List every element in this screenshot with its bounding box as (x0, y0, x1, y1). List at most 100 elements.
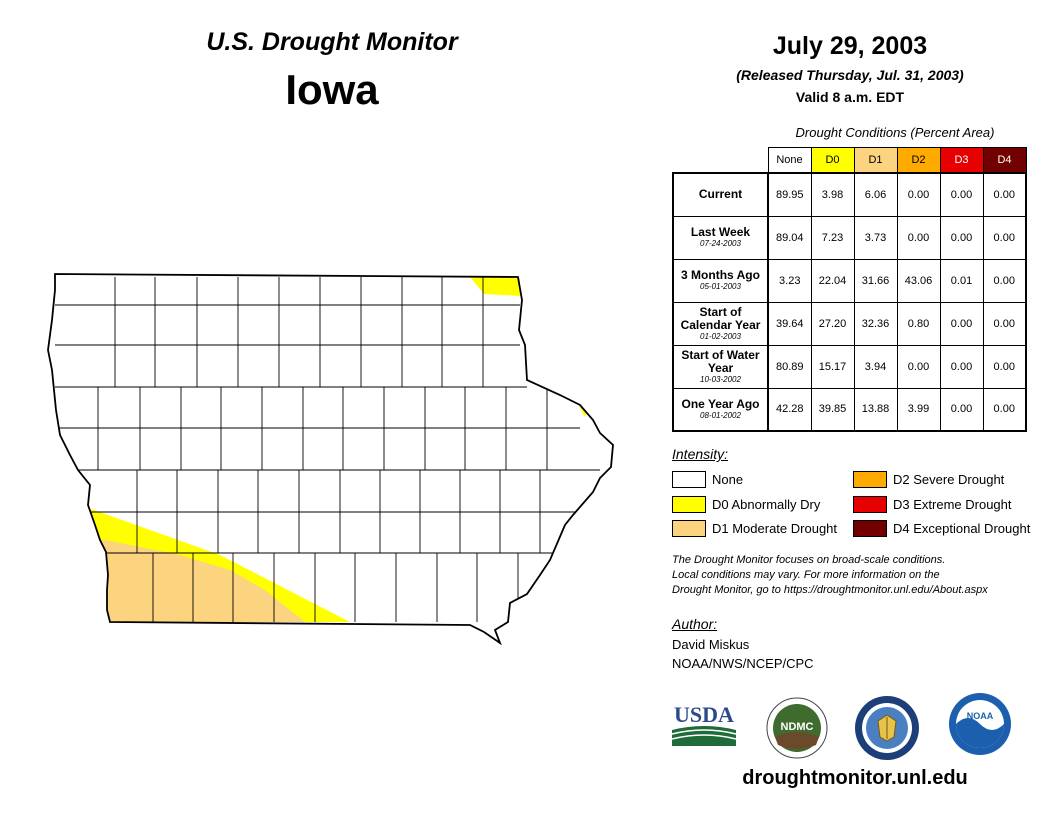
table-cell: 3.99 (896, 387, 941, 432)
table-cell: 31.66 (853, 258, 898, 303)
table-cell: 32.36 (853, 301, 898, 346)
table-row: One Year Ago 08-01-2002 42.28 39.85 13.88… (672, 387, 1027, 432)
table-cell: 0.01 (939, 258, 984, 303)
table-cell: 0.00 (896, 215, 941, 260)
legend-label: D2 Severe Drought (893, 472, 1005, 487)
legend-item-none: None (672, 471, 743, 488)
table-cell: 80.89 (767, 344, 812, 389)
table-cell: 89.95 (767, 172, 812, 217)
table-cell: 0.00 (939, 172, 984, 217)
note-line: The Drought Monitor focuses on broad-sca… (672, 554, 946, 566)
iowa-outline (47, 273, 614, 646)
legend-label: D3 Extreme Drought (893, 497, 1012, 512)
ndmc-logo-text: NDMC (781, 721, 814, 733)
table-cell: 42.28 (767, 387, 812, 432)
table-cell: 0.00 (982, 172, 1027, 217)
legend-swatch (853, 471, 887, 488)
table-cell: 3.94 (853, 344, 898, 389)
legend-swatch (672, 471, 706, 488)
noaa-logo: NOAA (949, 693, 1011, 755)
table-cell: 39.64 (767, 301, 812, 346)
row-label: Start of Water Year 10-03-2002 (672, 344, 769, 389)
table-cell: 27.20 (810, 301, 855, 346)
legend-item-d0: D0 Abnormally Dry (672, 496, 820, 513)
table-cell: 13.88 (853, 387, 898, 432)
legend-heading: Intensity: (672, 446, 729, 462)
row-label: Current (672, 172, 769, 217)
table-cell: 39.85 (810, 387, 855, 432)
table-cell: 7.23 (810, 215, 855, 260)
col-d0: D0 (810, 147, 855, 174)
usda-logo-text: USDA (674, 702, 734, 727)
row-date: 01-02-2003 (700, 331, 741, 341)
table-cell: 0.00 (939, 344, 984, 389)
legend-item-d2: D2 Severe Drought (853, 471, 1004, 488)
county-lines (55, 277, 600, 622)
legend-item-d4: D4 Exceptional Drought (853, 520, 1030, 537)
table-cell: 0.00 (939, 301, 984, 346)
table-cell: 22.04 (810, 258, 855, 303)
table-row: 3 Months Ago 05-01-2003 3.23 22.04 31.66 … (672, 258, 1027, 303)
table-cell: 3.98 (810, 172, 855, 217)
valid-time: Valid 8 a.m. EDT (795, 89, 905, 105)
ndmc-logo: NDMC (766, 697, 828, 759)
legend-swatch (853, 496, 887, 513)
table-cell: 43.06 (896, 258, 941, 303)
author-heading: Author: (672, 616, 718, 632)
legend-swatch (672, 496, 706, 513)
table-cell: 0.00 (982, 387, 1027, 432)
table-cell: 0.00 (896, 344, 941, 389)
footer-url: droughtmonitor.unl.edu (742, 767, 968, 789)
col-d4: D4 (982, 147, 1027, 174)
legend-label: D4 Exceptional Drought (893, 521, 1031, 536)
col-d1: D1 (853, 147, 898, 174)
row-date: 05-01-2003 (700, 282, 741, 291)
legend-label: D0 Abnormally Dry (712, 497, 821, 512)
row-label: One Year Ago 08-01-2002 (672, 387, 769, 432)
commerce-seal-logo (855, 696, 919, 760)
table-cell: 89.04 (767, 215, 812, 260)
table-cell: 0.00 (982, 258, 1027, 303)
table-cell: 6.06 (853, 172, 898, 217)
author-name: David Miskus (672, 637, 750, 652)
note-line: Local conditions may vary. For more info… (672, 569, 940, 581)
legend-item-d1: D1 Moderate Drought (672, 520, 837, 537)
d1-region-southwest (80, 535, 305, 622)
table-cell: 0.00 (939, 215, 984, 260)
usda-logo: USDA (671, 702, 737, 746)
state-name: Iowa (285, 66, 379, 113)
table-row: Last Week 07-24-2003 89.04 7.23 3.73 0.00… (672, 215, 1027, 260)
col-d3: D3 (939, 147, 984, 174)
row-date: 10-03-2002 (700, 374, 741, 384)
table-row: Current 89.95 3.98 6.06 0.00 0.00 0.00 (672, 172, 1027, 217)
legend-swatch (672, 520, 706, 537)
row-date: 08-01-2002 (700, 410, 741, 420)
release-date: (Released Thursday, Jul. 31, 2003) (736, 67, 964, 83)
disclaimer-note: The Drought Monitor focuses on broad-sca… (672, 553, 1052, 598)
map-date: July 29, 2003 (772, 32, 928, 60)
table-corner (673, 148, 768, 174)
table-cell: 3.23 (767, 258, 812, 303)
table-cell: 3.73 (853, 215, 898, 260)
table-cell: 0.00 (982, 344, 1027, 389)
d0-region-southwest (80, 505, 350, 622)
drought-conditions-table: None D0 D1 D2 D3 D4 Current 89.95 3.98 6… (672, 147, 1027, 432)
legend-label: None (712, 472, 744, 487)
table-cell: 0.00 (982, 301, 1027, 346)
table-row: Start of Water Year 10-03-2002 80.89 15.1… (672, 344, 1027, 389)
row-label: Last Week 07-24-2003 (672, 215, 769, 260)
table-cell: 15.17 (810, 344, 855, 389)
table-cell: 0.80 (896, 301, 941, 346)
row-label: Start of Calendar Year 01-02-2003 (672, 301, 769, 346)
table-cell: 0.00 (939, 387, 984, 432)
iowa-drought-map (47, 273, 614, 646)
author-org: NOAA/NWS/NCEP/CPC (672, 656, 814, 671)
product-title: U.S. Drought Monitor (206, 28, 458, 56)
table-cell: 0.00 (896, 172, 941, 217)
table-row: Start of Calendar Year 01-02-2003 39.64 2… (672, 301, 1027, 346)
table-caption: Drought Conditions (Percent Area) (795, 125, 995, 140)
col-d2: D2 (896, 147, 941, 174)
legend-swatch (853, 520, 887, 537)
table-cell: 0.00 (982, 215, 1027, 260)
row-date: 07-24-2003 (700, 239, 741, 248)
